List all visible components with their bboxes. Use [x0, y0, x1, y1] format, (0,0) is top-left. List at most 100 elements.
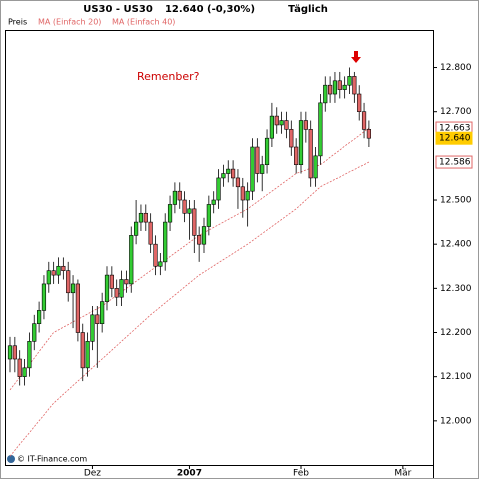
candle-body: [46, 270, 51, 285]
candle-body: [255, 146, 260, 174]
x-tick-label: Mär: [394, 469, 411, 479]
legend-item: MA (Einfach 40): [112, 18, 175, 27]
candle-body: [22, 367, 27, 377]
candle-body: [327, 84, 333, 95]
candle-body: [221, 173, 226, 179]
candle-body: [51, 270, 56, 276]
header-symbol: US30 - US30: [83, 4, 153, 15]
candle-body: [245, 190, 250, 201]
candle-body: [70, 283, 76, 294]
candle-body: [279, 120, 284, 126]
candle-body: [124, 279, 129, 285]
legend-item: MA (Einfach 20): [38, 18, 101, 27]
x-tick-label: 2007: [177, 469, 202, 479]
candle-body: [32, 323, 37, 342]
value-box: [435, 155, 473, 169]
candle-body: [129, 235, 134, 285]
candle-body: [134, 221, 139, 236]
candle-body: [61, 265, 66, 271]
candle-body: [36, 310, 42, 324]
x-tick-label: Feb: [293, 469, 309, 479]
arrow-icon: [351, 51, 361, 63]
candle-body: [366, 129, 372, 139]
candle-body: [85, 341, 90, 369]
candle-body: [269, 115, 275, 139]
y-tick-label: 12.300: [440, 284, 472, 294]
candle-body: [119, 279, 124, 298]
candle-body: [318, 102, 323, 157]
candle-body: [226, 168, 231, 174]
y-tick-label: 12.800: [440, 63, 472, 73]
candle-body: [342, 84, 347, 90]
candle-body: [104, 274, 110, 302]
candle-body: [240, 186, 245, 201]
candle-body: [41, 283, 47, 311]
candle-body: [347, 76, 352, 86]
candle-body: [158, 261, 163, 267]
candle-body: [211, 199, 216, 205]
candle-body: [197, 235, 202, 245]
candle-body: [143, 212, 148, 223]
candle-body: [95, 314, 100, 324]
candle-body: [163, 221, 168, 263]
candle-body: [206, 204, 211, 227]
header-price: 12.640 (-0,30%): [165, 4, 255, 15]
candle-body: [56, 265, 61, 276]
candle-body: [201, 226, 207, 245]
footer-icon: [7, 455, 15, 463]
y-tick-label: 12.500: [440, 196, 472, 206]
candle-body: [114, 288, 119, 298]
candle-body: [303, 120, 308, 130]
candle-body: [323, 84, 328, 104]
candle-body: [231, 168, 236, 179]
candle-body: [177, 190, 182, 201]
value-box-label: 12.640: [439, 134, 471, 144]
value-box: [435, 131, 473, 145]
legend-price: Preis: [8, 18, 27, 27]
candle-body: [284, 120, 289, 130]
candle-body: [75, 283, 80, 333]
candle-body: [138, 212, 144, 223]
candle-body: [148, 221, 153, 245]
candle-body: [274, 115, 279, 126]
value-box-label: 12.586: [439, 158, 471, 168]
candle-body: [308, 129, 313, 179]
candle-body: [12, 345, 17, 360]
candle-body: [332, 80, 338, 95]
candle-body: [264, 137, 270, 165]
candle-body: [352, 76, 357, 95]
value-box-label: 12.663: [439, 124, 471, 134]
candle-body: [187, 208, 192, 214]
y-tick-label: 12.400: [440, 240, 472, 250]
y-tick-label: 12.000: [440, 416, 472, 426]
candle-body: [294, 146, 299, 165]
candle-body: [153, 243, 158, 267]
candle-body: [235, 177, 241, 188]
header-period: Täglich: [288, 4, 328, 15]
candle-body: [100, 301, 105, 324]
candle-body: [66, 270, 71, 294]
candle-body: [167, 204, 173, 223]
candle-body: [80, 332, 85, 369]
candle-body: [182, 199, 187, 214]
candle-body: [298, 120, 304, 165]
candle-body: [109, 274, 114, 289]
ma-line: [9, 161, 370, 457]
candle-body: [7, 345, 13, 360]
x-tick-label: Dez: [84, 469, 101, 479]
plot-frame: [5, 30, 434, 466]
candle-body: [27, 341, 32, 369]
candle-body: [337, 80, 342, 90]
candle-body: [313, 155, 318, 179]
candle-body: [289, 129, 294, 148]
candle-body: [17, 358, 22, 377]
y-tick-label: 12.700: [440, 107, 472, 117]
candle-body: [250, 146, 255, 192]
footer: © IT-Finance.com: [17, 455, 87, 464]
candle-body: [357, 93, 362, 113]
candle-body: [361, 111, 367, 130]
y-tick-label: 12.200: [440, 328, 472, 338]
candle-body: [90, 314, 95, 342]
annotation: Remenber?: [137, 70, 200, 83]
